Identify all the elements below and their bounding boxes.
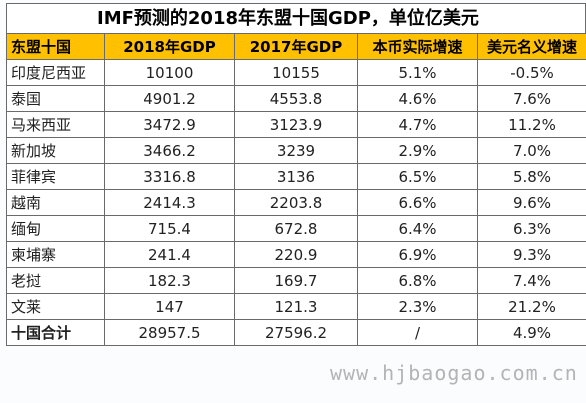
country-cell: 缅甸: [6, 215, 105, 242]
nominal-growth-cell: 7.6%: [477, 85, 586, 112]
gdp-2017-cell: 4553.8: [234, 85, 358, 112]
table-row: 越南 2414.3 2203.8 6.6% 9.6%: [6, 189, 586, 216]
real-growth-cell: 6.6%: [357, 189, 478, 216]
gdp-2018-cell: 3466.2: [104, 137, 235, 164]
table-row: 菲律宾 3316.8 3136 6.5% 5.8%: [6, 163, 586, 190]
gdp-2018-cell: 3316.8: [104, 163, 235, 190]
table-row: 老挝 182.3 169.7 6.8% 7.4%: [6, 267, 586, 294]
gdp-2018-cell: 2414.3: [104, 189, 235, 216]
table-row: 文莱 147 121.3 2.3% 21.2%: [6, 293, 586, 320]
gdp-2017-cell: 121.3: [234, 293, 358, 320]
gdp-2017-cell: 169.7: [234, 267, 358, 294]
total-nominal-growth-cell: 4.9%: [477, 319, 586, 346]
real-growth-cell: 6.4%: [357, 215, 478, 242]
header-real-growth: 本币实际增速: [357, 33, 478, 60]
gdp-2017-cell: 3239: [234, 137, 358, 164]
country-cell: 马来西亚: [6, 111, 105, 138]
country-cell: 柬埔寨: [6, 241, 105, 268]
country-cell: 文莱: [6, 293, 105, 320]
gdp-2017-cell: 10155: [234, 59, 358, 86]
real-growth-cell: 6.5%: [357, 163, 478, 190]
total-gdp-2018-cell: 28957.5: [104, 319, 235, 346]
site-watermark: www.hjbaogao.com.cn: [330, 361, 578, 385]
total-label-cell: 十国合计: [6, 319, 105, 346]
nominal-growth-cell: 7.4%: [477, 267, 586, 294]
real-growth-cell: 4.6%: [357, 85, 478, 112]
table-row: 缅甸 715.4 672.8 6.4% 6.3%: [6, 215, 586, 242]
real-growth-cell: 2.9%: [357, 137, 478, 164]
header-gdp-2018: 2018年GDP: [104, 33, 235, 60]
nominal-growth-cell: 6.3%: [477, 215, 586, 242]
real-growth-cell: 6.9%: [357, 241, 478, 268]
header-gdp-2017: 2017年GDP: [234, 33, 358, 60]
nominal-growth-cell: -0.5%: [477, 59, 586, 86]
total-gdp-2017-cell: 27596.2: [234, 319, 358, 346]
table-row: 新加坡 3466.2 3239 2.9% 7.0%: [6, 137, 586, 164]
gdp-2018-cell: 147: [104, 293, 235, 320]
real-growth-cell: 2.3%: [357, 293, 478, 320]
gdp-table: 东盟十国 2018年GDP 2017年GDP 本币实际增速 美元名义增速 印度尼…: [6, 33, 586, 346]
table-row: 泰国 4901.2 4553.8 4.6% 7.6%: [6, 85, 586, 112]
gdp-2017-cell: 220.9: [234, 241, 358, 268]
country-cell: 印度尼西亚: [6, 59, 105, 86]
header-row: 东盟十国 2018年GDP 2017年GDP 本币实际增速 美元名义增速: [6, 33, 586, 60]
real-growth-cell: 4.7%: [357, 111, 478, 138]
country-cell: 老挝: [6, 267, 105, 294]
gdp-2018-cell: 182.3: [104, 267, 235, 294]
gdp-2017-cell: 672.8: [234, 215, 358, 242]
header-nominal-growth: 美元名义增速: [477, 33, 586, 60]
total-row: 十国合计 28957.5 27596.2 / 4.9%: [6, 319, 586, 346]
table-row: 印度尼西亚 10100 10155 5.1% -0.5%: [6, 59, 586, 86]
table-title: IMF预测的2018年东盟十国GDP，单位亿美元: [6, 3, 586, 33]
table-row: 柬埔寨 241.4 220.9 6.9% 9.3%: [6, 241, 586, 268]
nominal-growth-cell: 21.2%: [477, 293, 586, 320]
country-cell: 菲律宾: [6, 163, 105, 190]
gdp-2018-cell: 10100: [104, 59, 235, 86]
nominal-growth-cell: 7.0%: [477, 137, 586, 164]
table-row: 马来西亚 3472.9 3123.9 4.7% 11.2%: [6, 111, 586, 138]
nominal-growth-cell: 11.2%: [477, 111, 586, 138]
country-cell: 新加坡: [6, 137, 105, 164]
total-real-growth-cell: /: [357, 319, 478, 346]
gdp-2018-cell: 715.4: [104, 215, 235, 242]
header-country: 东盟十国: [6, 33, 105, 60]
real-growth-cell: 6.8%: [357, 267, 478, 294]
nominal-growth-cell: 5.8%: [477, 163, 586, 190]
gdp-2017-cell: 2203.8: [234, 189, 358, 216]
gdp-2018-cell: 4901.2: [104, 85, 235, 112]
gdp-2017-cell: 3136: [234, 163, 358, 190]
country-cell: 泰国: [6, 85, 105, 112]
gdp-2018-cell: 3472.9: [104, 111, 235, 138]
gdp-table-sheet: IMF预测的2018年东盟十国GDP，单位亿美元 东盟十国 2018年GDP 2…: [6, 3, 586, 346]
nominal-growth-cell: 9.3%: [477, 241, 586, 268]
gdp-2018-cell: 241.4: [104, 241, 235, 268]
country-cell: 越南: [6, 189, 105, 216]
nominal-growth-cell: 9.6%: [477, 189, 586, 216]
gdp-2017-cell: 3123.9: [234, 111, 358, 138]
real-growth-cell: 5.1%: [357, 59, 478, 86]
